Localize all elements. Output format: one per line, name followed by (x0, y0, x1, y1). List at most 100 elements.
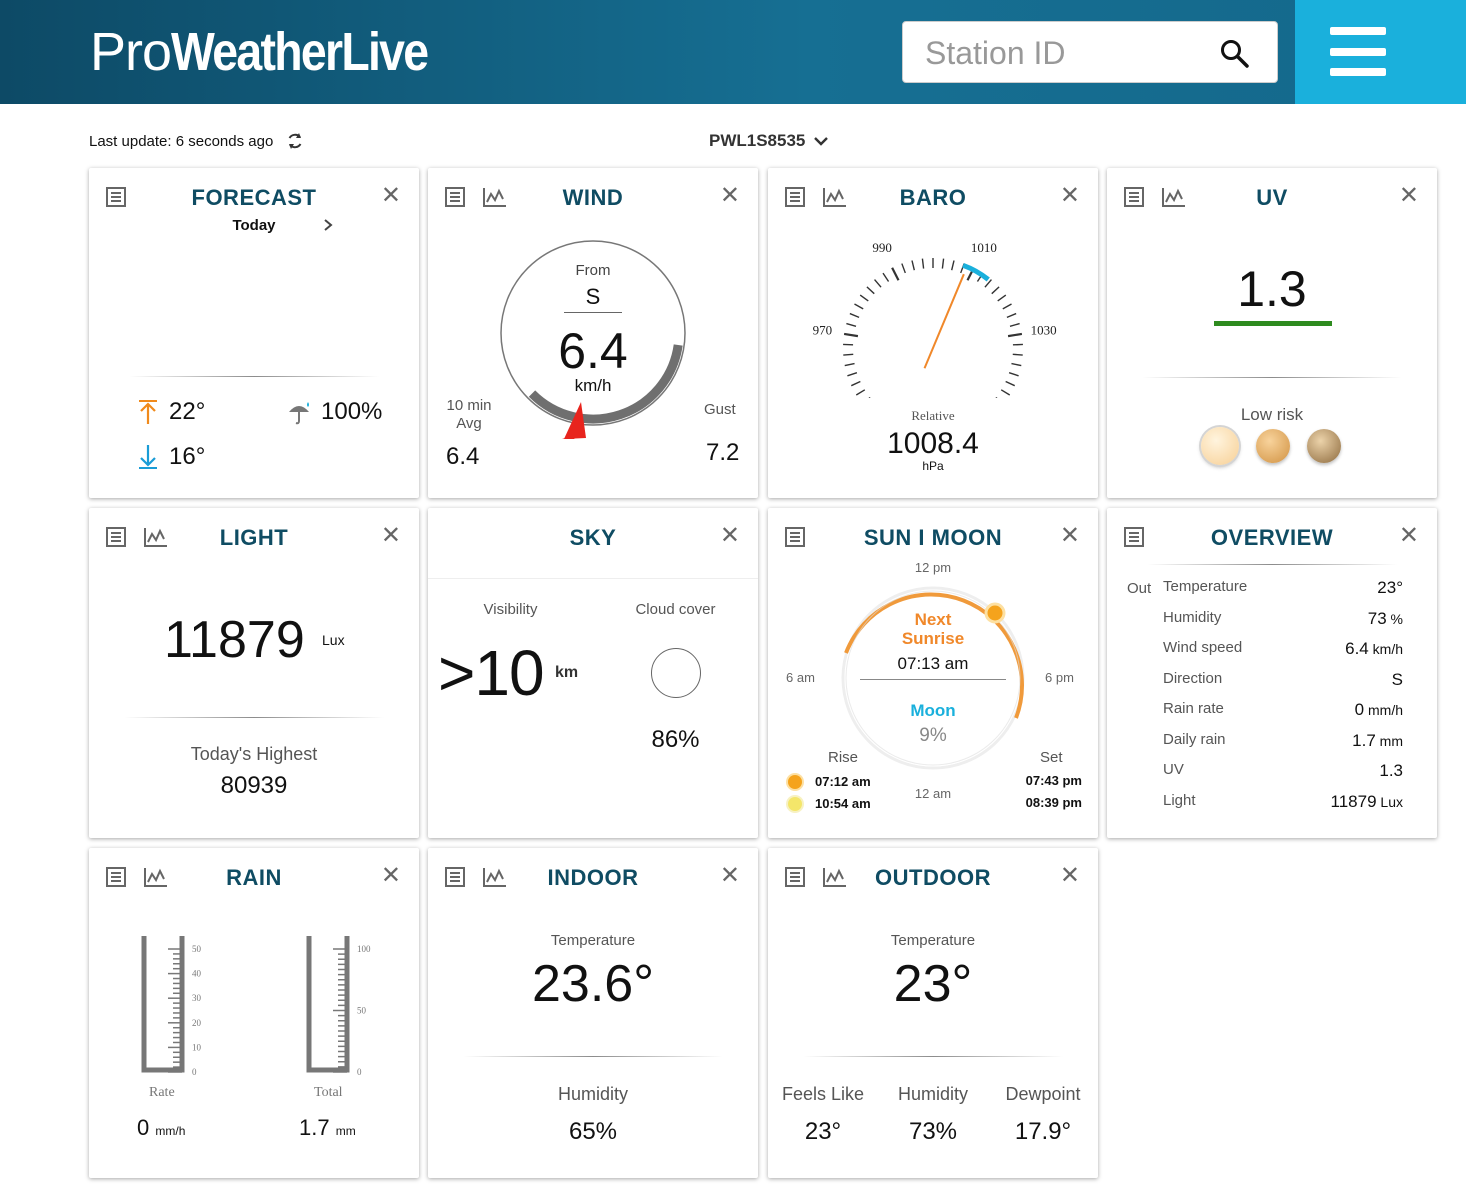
station-selector[interactable]: PWL1S8535 (709, 126, 829, 156)
overview-row: Rain rate 0 mm/h (1107, 700, 1437, 724)
baro-tick (997, 294, 1007, 302)
rain-scale-label: 20 (192, 1018, 202, 1028)
chart-icon[interactable] (1162, 187, 1186, 207)
close-icon[interactable]: ✕ (1398, 522, 1419, 549)
list-icon[interactable] (106, 867, 126, 887)
baro-value: 1008.4 (887, 427, 979, 460)
baro-tick (891, 267, 900, 281)
uv-level-bar (1214, 321, 1332, 326)
forecast-high: 22° (169, 398, 206, 425)
close-icon[interactable]: ✕ (1059, 182, 1080, 209)
baro-tick (846, 322, 857, 327)
hamburger-menu-button[interactable] (1295, 0, 1466, 104)
rain-rate-value: 0 mm/h (137, 1115, 185, 1141)
chart-icon[interactable] (483, 867, 507, 887)
search-box (902, 21, 1278, 83)
close-icon[interactable]: ✕ (719, 862, 740, 889)
visibility-label: Visibility (483, 601, 538, 618)
indoor-temp-label: Temperature (550, 932, 636, 949)
close-icon[interactable]: ✕ (380, 182, 401, 209)
uv-card: UV ✕ 1.3 Low risk (1107, 168, 1437, 498)
list-icon[interactable] (1124, 527, 1144, 547)
list-icon[interactable] (445, 187, 465, 207)
refresh-icon[interactable] (285, 131, 305, 151)
close-icon[interactable]: ✕ (1059, 522, 1080, 549)
chart-icon[interactable] (823, 187, 847, 207)
wind-avg-arc (528, 344, 683, 424)
card-title: WIND (562, 185, 624, 210)
sun-position-dot (984, 602, 1006, 624)
close-icon[interactable]: ✕ (1398, 182, 1419, 209)
baro-tick-label: 990 (872, 240, 892, 255)
barometer-gauge: 950970990101010301050 (813, 240, 1057, 398)
logo-text-weatherlive: WeatherLive (171, 22, 429, 82)
chevron-right-icon[interactable] (323, 218, 333, 232)
list-icon[interactable] (106, 187, 126, 207)
close-icon[interactable]: ✕ (380, 522, 401, 549)
forecast-day: Today (232, 217, 276, 234)
light-card: LIGHT ✕ 11879 Lux Today's Highest 80939 (89, 508, 419, 838)
uv-risk: Low risk (1240, 405, 1304, 424)
chart-icon[interactable] (144, 867, 168, 887)
light-highest-label: Today's Highest (190, 744, 318, 764)
card-title: SKY (569, 525, 617, 550)
sun-icon (788, 775, 802, 789)
chart-icon[interactable] (823, 867, 847, 887)
list-icon[interactable] (106, 527, 126, 547)
dial-noon: 12 pm (914, 560, 952, 575)
last-update-text: Last update: 6 seconds ago (89, 132, 274, 150)
wind-gust-value: 7.2 (706, 439, 740, 466)
forecast-low: 16° (169, 443, 206, 470)
list-icon[interactable] (785, 187, 805, 207)
rain-scale-label: 10 (192, 1042, 202, 1052)
baro-tick-label: 1030 (1031, 322, 1057, 337)
wind-from-label: From (575, 262, 611, 279)
close-icon[interactable]: ✕ (1059, 862, 1080, 889)
sun-moon-dial (841, 586, 1025, 770)
wind-gauge (500, 240, 686, 439)
list-icon[interactable] (445, 867, 465, 887)
overview-row-value: 23° (1377, 578, 1403, 597)
baro-tick (855, 389, 866, 396)
overview-row: Humidity 73 % (1107, 609, 1437, 633)
list-icon[interactable] (785, 867, 805, 887)
chart-icon[interactable] (144, 527, 168, 547)
baro-tick (844, 362, 855, 367)
close-icon[interactable]: ✕ (719, 182, 740, 209)
rain-gauge-tube (306, 936, 350, 1073)
list-icon[interactable] (1124, 187, 1144, 207)
wind-unit: km/h (574, 376, 612, 395)
card-title: RAIN (226, 865, 282, 890)
wind-direction-pointer (564, 402, 586, 439)
rain-total-unit: mm (335, 1124, 356, 1138)
overview-row-unit: % (1386, 610, 1403, 627)
close-icon[interactable]: ✕ (719, 522, 740, 549)
baro-tick (984, 279, 992, 288)
baro-relative-label: Relative (911, 408, 955, 423)
moon-illumination: 9% (919, 725, 947, 746)
divider (428, 578, 758, 579)
search-icon[interactable] (1219, 38, 1251, 70)
overview-row-value: 0 mm/h (1354, 700, 1403, 719)
card-title: INDOOR (547, 865, 639, 890)
umbrella-icon (289, 402, 309, 425)
outdoor-humidity-label: Humidity (897, 1084, 968, 1104)
station-id-input[interactable] (925, 34, 1215, 72)
wind-card: WIND ✕ From S 6.4 km/h 10 min Avg 6.4 Gu… (428, 168, 758, 498)
overview-row-value: 6.4 km/h (1345, 639, 1403, 658)
forecast-card: FORECAST ✕ Today 22° 16° 100% (89, 168, 419, 498)
list-icon[interactable] (785, 527, 805, 547)
light-value: 11879 (164, 611, 305, 669)
dial-6pm: 6 pm (1045, 670, 1074, 685)
logo[interactable]: ProWeatherLive (90, 22, 469, 82)
baro-tick (1007, 332, 1023, 338)
sun-set-time: 07:43 pm (1025, 773, 1082, 788)
close-icon[interactable]: ✕ (380, 862, 401, 889)
baro-tick (950, 260, 955, 271)
chart-icon[interactable] (483, 187, 507, 207)
overview-row-label: Wind speed (1163, 639, 1243, 656)
wind-gust-label: Gust (704, 401, 736, 418)
overview-row-unit: Lux (1376, 793, 1403, 810)
divider (463, 1056, 723, 1057)
